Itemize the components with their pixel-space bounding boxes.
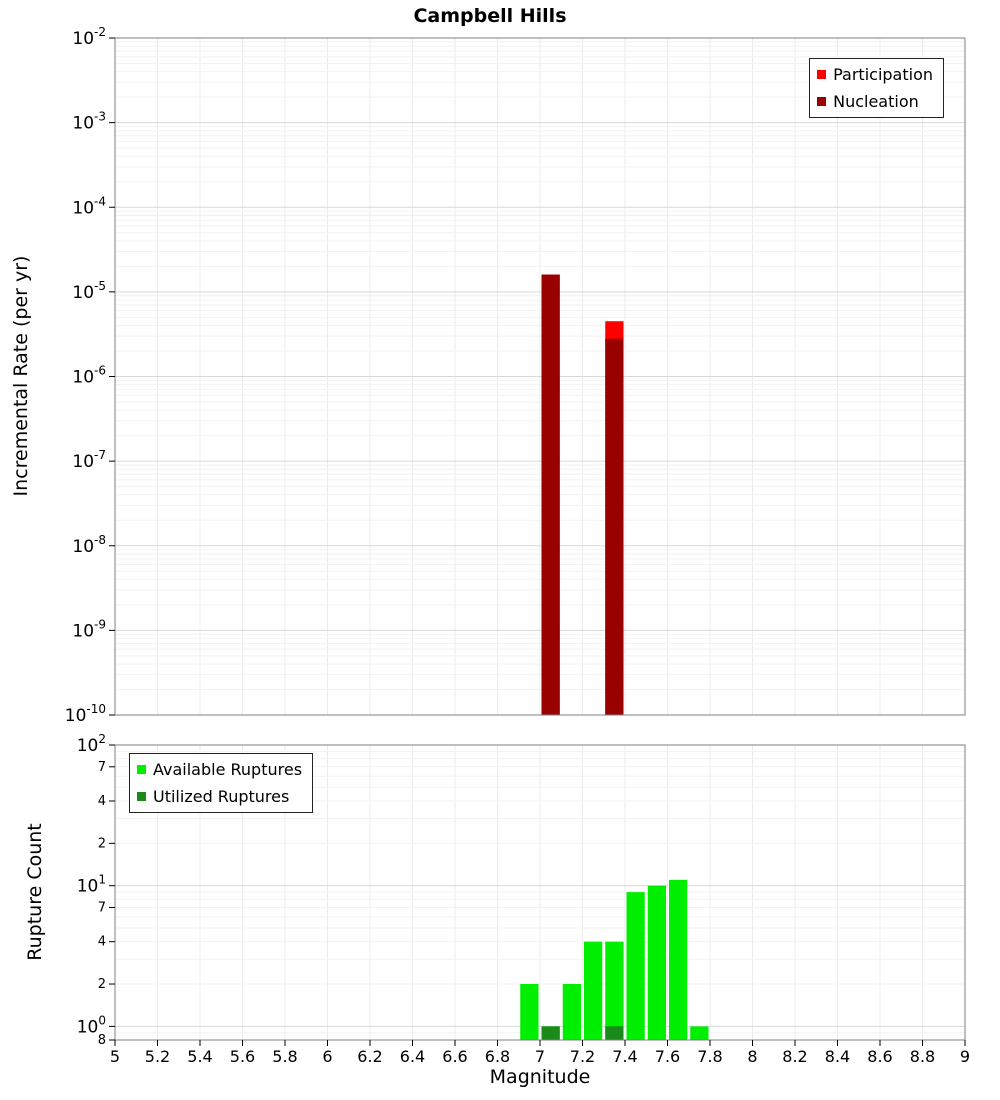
tick-label: 10-8	[72, 533, 106, 557]
tick-label: 2	[98, 836, 106, 851]
tick-label: 5.6	[230, 1047, 255, 1066]
tick-label: 4	[98, 935, 106, 950]
tick-label: 2	[98, 977, 106, 992]
bars-nucleation	[541, 274, 624, 715]
tick-label: 8.6	[867, 1047, 892, 1066]
tick-label: 7.6	[655, 1047, 680, 1066]
bar-m7.35	[605, 941, 624, 1040]
tick-label: 10-5	[72, 279, 106, 303]
y-axis-label-incremental-rate: Incremental Rate (per yr)	[10, 255, 32, 497]
bar-m7.35	[605, 338, 624, 715]
tick-label: 10-4	[72, 194, 106, 218]
legend-item-nucleation: Nucleation	[817, 88, 933, 115]
incremental-rate-plot: 10-2 10-3 10-4 10-5 10-6 10-7 10-8 10-9 10-10	[65, 25, 966, 726]
tick-label: 10-3	[72, 110, 106, 134]
tick-label: 7.2	[570, 1047, 595, 1066]
tick-label: 10-6	[72, 364, 106, 388]
tick-label: 100	[77, 1013, 106, 1037]
bar-m7.05	[541, 1026, 560, 1040]
tick-label: 5.2	[145, 1047, 170, 1066]
available-ruptures-swatch-icon	[137, 765, 146, 774]
tick-label: 8.2	[782, 1047, 807, 1066]
x-axis-label: Magnitude	[489, 1066, 591, 1088]
tick-label: 102	[77, 732, 106, 756]
tick-label: 10-9	[72, 617, 106, 641]
tick-label: 10-2	[72, 25, 106, 49]
gridlines	[115, 745, 965, 1040]
legend-item-utilized-ruptures: Utilized Ruptures	[137, 783, 302, 810]
bar-m7.45	[626, 892, 645, 1040]
bars-available-ruptures	[520, 879, 709, 1040]
bar-m7.05	[541, 274, 560, 715]
legend-item-participation: Participation	[817, 61, 933, 88]
legend-label-utilized-ruptures: Utilized Ruptures	[153, 787, 290, 806]
bars-utilized-ruptures	[541, 1026, 624, 1040]
bar-m7.25	[584, 941, 603, 1040]
legend-rate: Participation Nucleation	[809, 58, 944, 118]
tick-label: 6.8	[485, 1047, 510, 1066]
tick-label: 7	[535, 1047, 545, 1066]
bar-m7.15	[562, 984, 581, 1040]
tick-label: 6	[322, 1047, 332, 1066]
tick-label: 8	[98, 1033, 106, 1048]
tick-label: 10-10	[65, 702, 106, 726]
legend-item-available-ruptures: Available Ruptures	[137, 756, 302, 783]
tick-label: 6.2	[357, 1047, 382, 1066]
tick-label: 8.8	[910, 1047, 935, 1066]
nucleation-swatch-icon	[817, 97, 827, 106]
tick-label: 5	[110, 1047, 120, 1066]
gridlines	[115, 38, 965, 715]
bar-m7.75	[690, 1026, 709, 1040]
tick-label: 7.8	[697, 1047, 722, 1066]
tick-label: 5.4	[187, 1047, 212, 1066]
legend-count: Available Ruptures Utilized Ruptures	[129, 753, 314, 813]
participation-swatch-icon	[817, 70, 827, 79]
legend-label-available-ruptures: Available Ruptures	[153, 760, 303, 779]
tick-label: 7	[98, 900, 106, 915]
bar-m6.95	[520, 984, 539, 1040]
bar-m7.65	[669, 879, 688, 1040]
bar-m7.35	[605, 1026, 624, 1040]
tick-label: 7	[98, 760, 106, 775]
tick-label: 4	[98, 794, 106, 809]
tick-label: 8.4	[825, 1047, 850, 1066]
legend-label-nucleation: Nucleation	[833, 92, 919, 111]
axis-ticks: 10-2 10-3 10-4 10-5 10-6 10-7 10-8 10-9 10-10	[65, 25, 115, 726]
tick-label: 8	[747, 1047, 757, 1066]
utilized-ruptures-swatch-icon	[137, 792, 146, 801]
y-axis-label-rupture-count: Rupture Count	[24, 823, 46, 961]
tick-label: 101	[77, 873, 106, 897]
legend-label-participation: Participation	[833, 65, 933, 84]
tick-label: 6.6	[442, 1047, 467, 1066]
tick-label: 6.4	[400, 1047, 425, 1066]
tick-label: 10-7	[72, 448, 106, 472]
tick-label: 9	[960, 1047, 970, 1066]
tick-label: 7.4	[612, 1047, 637, 1066]
bar-m7.55	[647, 885, 666, 1040]
tick-label: 5.8	[272, 1047, 297, 1066]
figure-title: Campbell Hills	[413, 5, 567, 27]
